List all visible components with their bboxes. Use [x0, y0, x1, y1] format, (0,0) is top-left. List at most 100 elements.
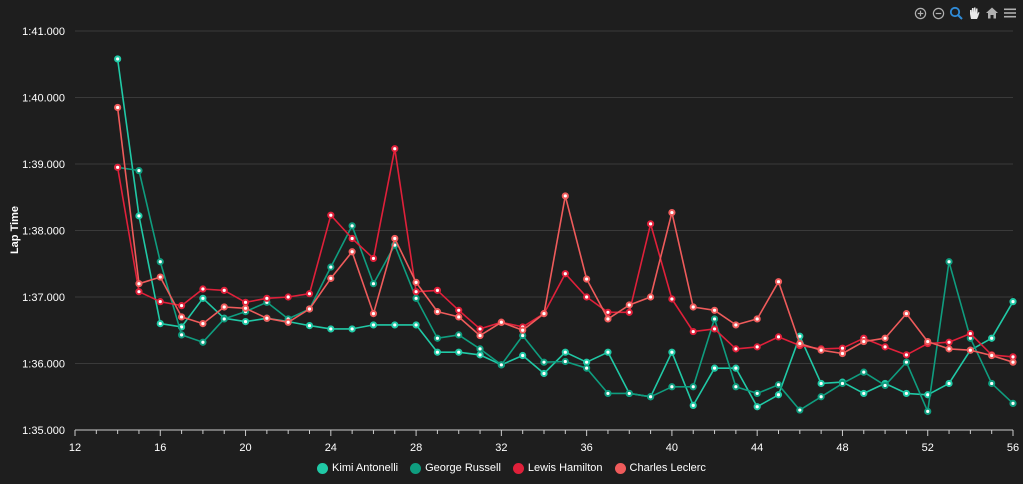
- data-point: [625, 301, 633, 309]
- data-point: [156, 273, 164, 281]
- data-point: [646, 220, 655, 228]
- data-point: [668, 208, 676, 217]
- data-point: [924, 407, 932, 415]
- data-point: [135, 280, 143, 288]
- data-point: [241, 298, 250, 306]
- data-point: [305, 290, 314, 298]
- data-point: [369, 321, 378, 329]
- data-point: [284, 293, 292, 301]
- data-point: [838, 349, 847, 358]
- data-point: [412, 321, 420, 329]
- data-point: [177, 302, 186, 310]
- data-point: [391, 234, 399, 243]
- x-tick-label: 16: [154, 442, 166, 454]
- pan-icon[interactable]: [967, 6, 981, 20]
- legend-item-charles-leclerc[interactable]: Charles Leclerc: [614, 462, 706, 474]
- data-point: [689, 401, 697, 409]
- data-point: [732, 321, 740, 329]
- data-point: [924, 337, 932, 346]
- data-point: [646, 293, 655, 301]
- data-point: [455, 348, 463, 356]
- legend-item-kimi-antonelli[interactable]: Kimi Antonelli: [317, 462, 398, 474]
- data-point: [604, 389, 612, 398]
- x-tick-label: 44: [751, 442, 763, 454]
- legend-label: Lewis Hamilton: [527, 462, 603, 474]
- data-point: [305, 305, 314, 313]
- series-charles-leclerc: [114, 103, 1017, 366]
- data-point: [156, 298, 164, 306]
- series-line-charles-leclerc: [116, 107, 1014, 363]
- zoom-in-icon[interactable]: [913, 6, 927, 20]
- data-point: [114, 55, 122, 63]
- data-point: [114, 163, 122, 171]
- data-point: [945, 338, 953, 346]
- data-point: [497, 361, 505, 369]
- reset-zoom-icon[interactable]: [985, 6, 999, 20]
- x-tick-label: 36: [581, 442, 593, 454]
- data-point: [881, 334, 889, 342]
- y-tick-label: 1:35.000: [22, 425, 65, 437]
- data-point: [1009, 358, 1017, 366]
- data-point: [433, 348, 442, 356]
- data-point: [710, 306, 719, 314]
- data-point: [433, 308, 442, 316]
- series-line-george-russell: [117, 166, 1014, 413]
- data-point: [902, 389, 911, 398]
- legend-swatch: [512, 462, 524, 474]
- data-point: [561, 192, 569, 200]
- grid-lines: [75, 30, 1013, 364]
- data-point: [220, 303, 228, 311]
- series-layer: [114, 55, 1017, 415]
- data-point: [838, 379, 847, 388]
- data-point: [412, 288, 420, 296]
- data-point: [369, 310, 378, 318]
- data-point: [476, 345, 484, 353]
- data-point: [327, 263, 335, 271]
- data-point: [114, 103, 122, 112]
- data-point: [476, 331, 484, 340]
- data-point: [625, 308, 633, 316]
- data-point: [966, 329, 974, 338]
- legend-item-george-russell[interactable]: George Russell: [410, 462, 501, 474]
- data-point: [689, 303, 697, 311]
- data-point: [646, 393, 655, 401]
- data-point: [241, 318, 250, 326]
- data-point: [881, 381, 889, 390]
- data-point: [284, 318, 292, 326]
- data-point: [988, 351, 996, 360]
- chart-toolbar: [913, 6, 1017, 20]
- x-tick-label: 12: [69, 442, 81, 454]
- data-point: [455, 306, 463, 314]
- data-point: [604, 315, 612, 323]
- data-point: [710, 325, 719, 333]
- data-point: [796, 339, 804, 348]
- legend-item-lewis-hamilton[interactable]: Lewis Hamilton: [512, 462, 603, 474]
- data-point: [817, 379, 825, 388]
- data-point: [860, 368, 868, 376]
- data-point: [625, 389, 633, 398]
- data-point: [519, 351, 527, 360]
- series-kimi-antonelli: [114, 55, 1017, 411]
- zoom-selection-icon[interactable]: [949, 6, 963, 20]
- data-point: [988, 334, 996, 342]
- data-point: [327, 274, 335, 282]
- x-tick-label: 48: [836, 442, 848, 454]
- data-point: [732, 383, 740, 391]
- data-point: [1009, 399, 1017, 407]
- data-point: [668, 383, 676, 391]
- data-point: [540, 369, 548, 378]
- data-point: [710, 315, 719, 323]
- data-point: [455, 313, 463, 321]
- y-tick-label: 1:41.000: [22, 26, 65, 38]
- data-point: [220, 315, 228, 323]
- data-point: [753, 315, 761, 323]
- data-point: [689, 327, 697, 336]
- data-point: [774, 381, 783, 389]
- data-point: [561, 357, 569, 366]
- chart-legend: Kimi Antonelli George Russell Lewis Hami…: [0, 462, 1023, 474]
- zoom-out-icon[interactable]: [931, 6, 945, 20]
- menu-icon[interactable]: [1003, 6, 1017, 20]
- data-point: [753, 343, 761, 351]
- data-point: [732, 364, 740, 372]
